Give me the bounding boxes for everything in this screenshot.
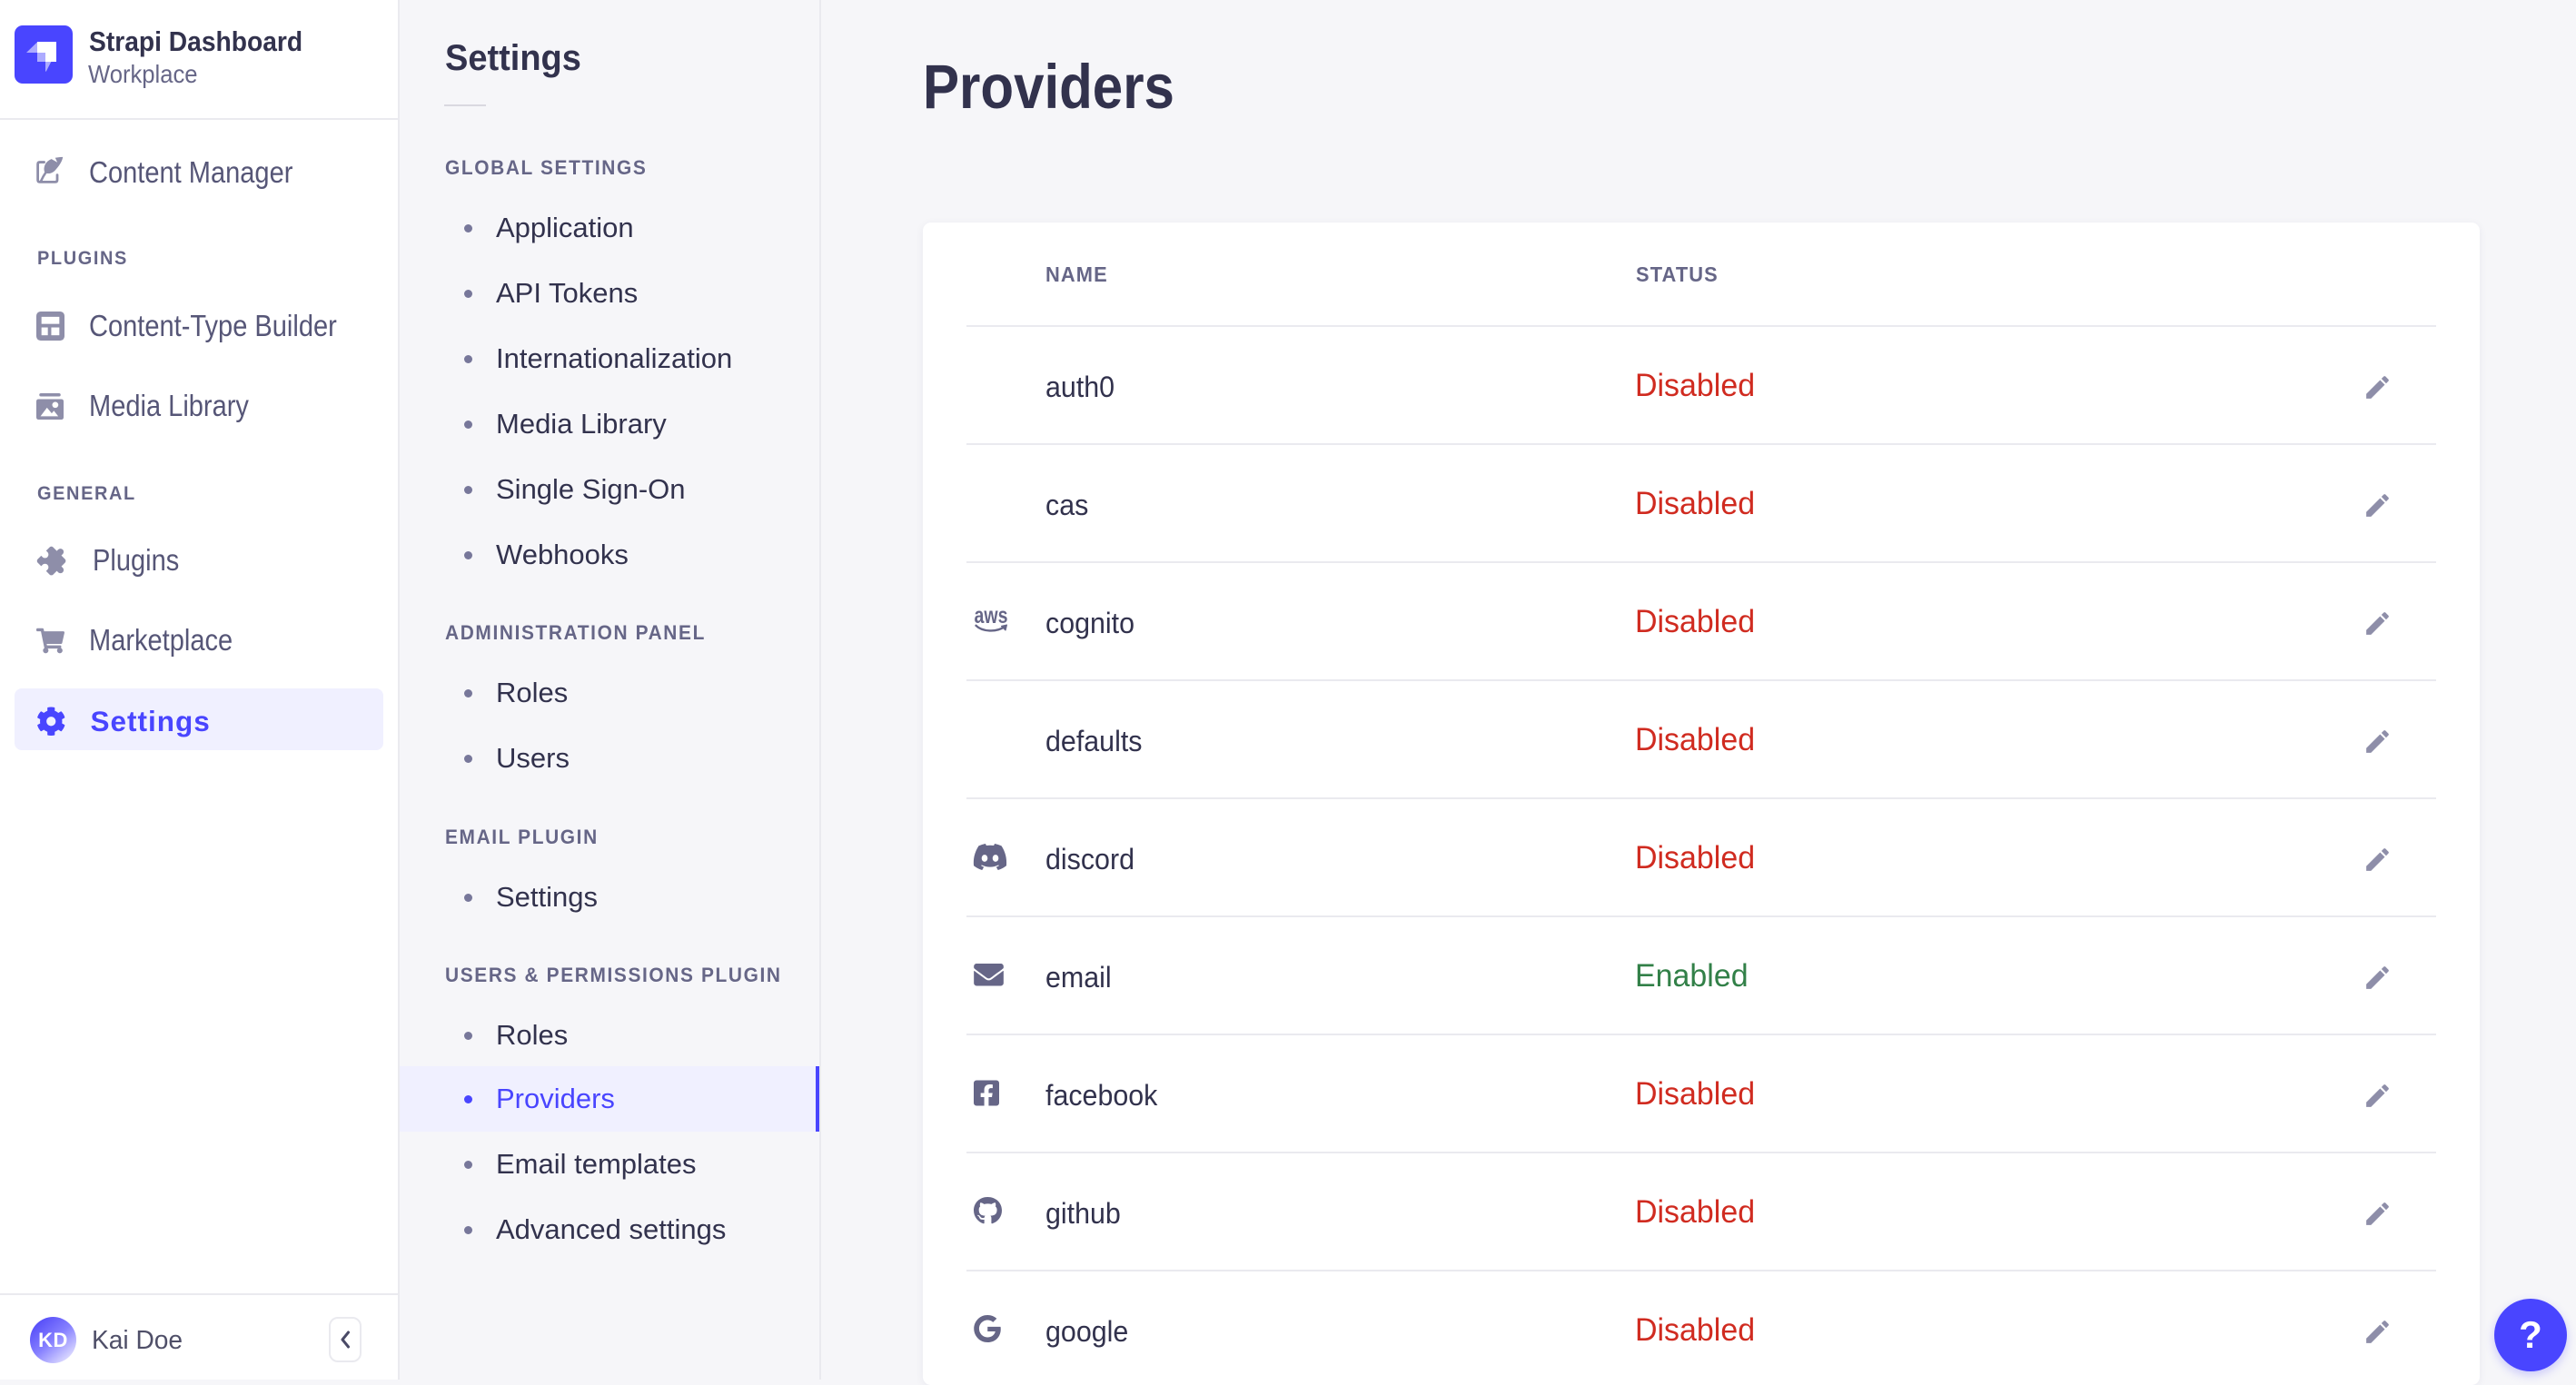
svg-text:aws: aws — [975, 603, 1008, 628]
